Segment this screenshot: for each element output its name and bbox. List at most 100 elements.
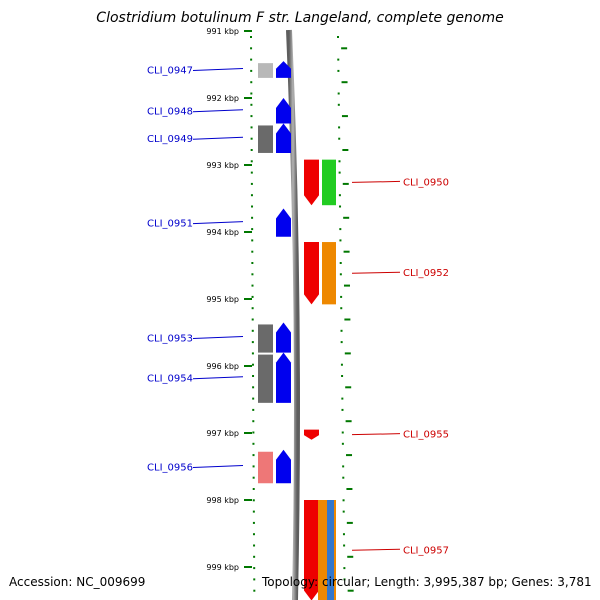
ruler-dash bbox=[344, 352, 351, 355]
ruler-tick-label: 991 kbp bbox=[206, 27, 239, 36]
gene-label: CLI_0949 bbox=[147, 134, 193, 145]
ruler-dot bbox=[340, 341, 343, 344]
ruler-dot bbox=[339, 228, 342, 231]
cog-box bbox=[258, 354, 273, 403]
ruler-dot bbox=[250, 69, 253, 72]
cog-box bbox=[258, 63, 273, 78]
ruler-dot bbox=[251, 329, 254, 332]
cog-box bbox=[258, 125, 273, 153]
ruler-dot bbox=[251, 228, 254, 231]
ruler-dot bbox=[337, 36, 339, 38]
ruler-dash bbox=[343, 284, 350, 287]
ruler-dot bbox=[250, 92, 253, 95]
ruler-tick-label: 996 kbp bbox=[206, 362, 239, 371]
ruler-dot bbox=[339, 205, 342, 208]
ruler-dot bbox=[338, 171, 341, 174]
gene-arrow-forward bbox=[276, 208, 291, 237]
ruler-dot bbox=[342, 499, 345, 502]
label-leader-line bbox=[192, 221, 244, 225]
label-leader-line bbox=[192, 68, 244, 72]
ruler-dot bbox=[339, 262, 342, 264]
ruler-dot bbox=[250, 81, 253, 84]
ruler-dot bbox=[252, 465, 255, 468]
ruler-dot bbox=[338, 126, 341, 129]
gene-label: CLI_0948 bbox=[147, 107, 193, 118]
ruler-dot bbox=[250, 103, 253, 106]
gene-label: CLI_0953 bbox=[147, 334, 193, 345]
ruler-dot bbox=[251, 250, 254, 253]
ruler-dot bbox=[252, 488, 255, 490]
ruler-dot bbox=[252, 476, 255, 479]
ruler-tick-labels: 991 kbp 992 kbp 993 kbp 994 kbp 995 kbp 996 k… bbox=[206, 27, 239, 572]
ruler-dot bbox=[252, 499, 255, 502]
ruler-dot bbox=[341, 408, 344, 411]
ruler-tick-label: 997 kbp bbox=[206, 429, 239, 438]
ruler-dot bbox=[252, 397, 255, 400]
ruler-dot bbox=[252, 533, 255, 536]
ruler-dot bbox=[339, 273, 342, 276]
ruler-dot bbox=[250, 137, 253, 140]
gene-arrow-forward bbox=[276, 322, 291, 353]
ruler-dash bbox=[343, 216, 350, 219]
ruler-dot bbox=[253, 555, 256, 558]
label-leader-line bbox=[351, 548, 401, 551]
ruler-dot bbox=[250, 58, 253, 61]
ruler-major-tick bbox=[244, 231, 252, 233]
ruler-dot bbox=[252, 375, 255, 377]
gene-arrow-forward bbox=[276, 352, 291, 403]
ruler-major-tick bbox=[244, 30, 252, 32]
ruler-tick-label: 999 kbp bbox=[206, 563, 239, 572]
ruler-dot bbox=[253, 589, 256, 592]
cog-box bbox=[322, 159, 336, 206]
ruler-dash bbox=[343, 250, 350, 253]
gene-label: CLI_0947 bbox=[147, 66, 193, 77]
gene-arrow-forward bbox=[276, 449, 291, 484]
ruler-dot bbox=[340, 363, 343, 366]
ruler-dot bbox=[250, 194, 253, 197]
gene-labels: CLI_0947 CLI_0948 CLI_0949 CLI_0950 CLI_0951… bbox=[147, 66, 449, 557]
ruler-major-tick bbox=[244, 298, 252, 300]
cog-box bbox=[327, 500, 334, 600]
ruler-dot bbox=[252, 454, 255, 457]
ruler-dot bbox=[343, 578, 346, 581]
ruler-dot bbox=[338, 160, 341, 163]
label-leader-line bbox=[351, 433, 401, 436]
ruler-dash bbox=[342, 182, 349, 185]
ruler-dash bbox=[345, 386, 352, 389]
ruler-dot bbox=[339, 239, 342, 242]
ruler-dash bbox=[347, 589, 354, 592]
ruler-dash bbox=[342, 149, 349, 151]
ruler-tick-label: 994 kbp bbox=[206, 228, 239, 237]
gene-arrow-forward bbox=[276, 98, 291, 124]
ruler-dot bbox=[250, 36, 252, 38]
ruler-dot bbox=[250, 149, 253, 151]
gene-label: CLI_0955 bbox=[403, 430, 449, 441]
ruler-dot bbox=[252, 431, 255, 434]
ruler-dot bbox=[250, 126, 253, 129]
ruler-major-tick bbox=[244, 499, 252, 501]
ruler-left bbox=[244, 30, 256, 592]
gene-label: CLI_0956 bbox=[147, 463, 193, 474]
gene-features bbox=[258, 61, 336, 600]
accession-text: Accession: NC_009699 bbox=[9, 575, 146, 589]
label-leader-line bbox=[192, 109, 244, 113]
ruler-dot bbox=[253, 567, 256, 570]
ruler-dot bbox=[252, 510, 255, 513]
ruler-dot bbox=[251, 295, 254, 298]
ruler-tick-label: 995 kbp bbox=[206, 295, 239, 304]
ruler-dash bbox=[341, 115, 348, 118]
ruler-dot bbox=[341, 442, 344, 445]
ruler-dash bbox=[344, 318, 351, 321]
map-title: Clostridium botulinum F str. Langeland, … bbox=[96, 10, 504, 26]
cog-box bbox=[318, 500, 326, 600]
ruler-dot bbox=[250, 160, 253, 163]
ruler-tick-label: 992 kbp bbox=[206, 94, 239, 103]
ruler-dot bbox=[251, 307, 254, 310]
gene-arrow-reverse bbox=[304, 500, 319, 600]
ruler-major-tick bbox=[244, 164, 252, 166]
ruler-dash bbox=[341, 81, 348, 84]
ruler-dot bbox=[343, 544, 346, 547]
ruler-dot bbox=[342, 533, 345, 536]
label-leader-line bbox=[192, 136, 244, 140]
gene-label: CLI_0957 bbox=[403, 545, 449, 556]
